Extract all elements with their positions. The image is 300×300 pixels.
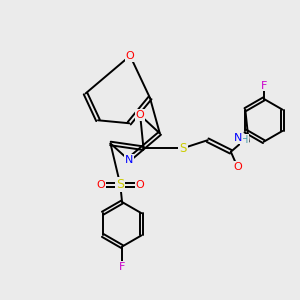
Text: O: O	[126, 51, 134, 61]
Text: O: O	[136, 110, 145, 120]
Text: S: S	[179, 142, 187, 155]
Text: F: F	[119, 262, 125, 272]
Text: O: O	[96, 180, 105, 190]
Text: O: O	[233, 162, 242, 172]
Text: N: N	[233, 133, 242, 143]
Text: N: N	[124, 155, 133, 165]
Text: S: S	[116, 178, 124, 191]
Text: O: O	[136, 180, 145, 190]
Text: F: F	[261, 80, 267, 91]
Text: H: H	[241, 135, 248, 145]
